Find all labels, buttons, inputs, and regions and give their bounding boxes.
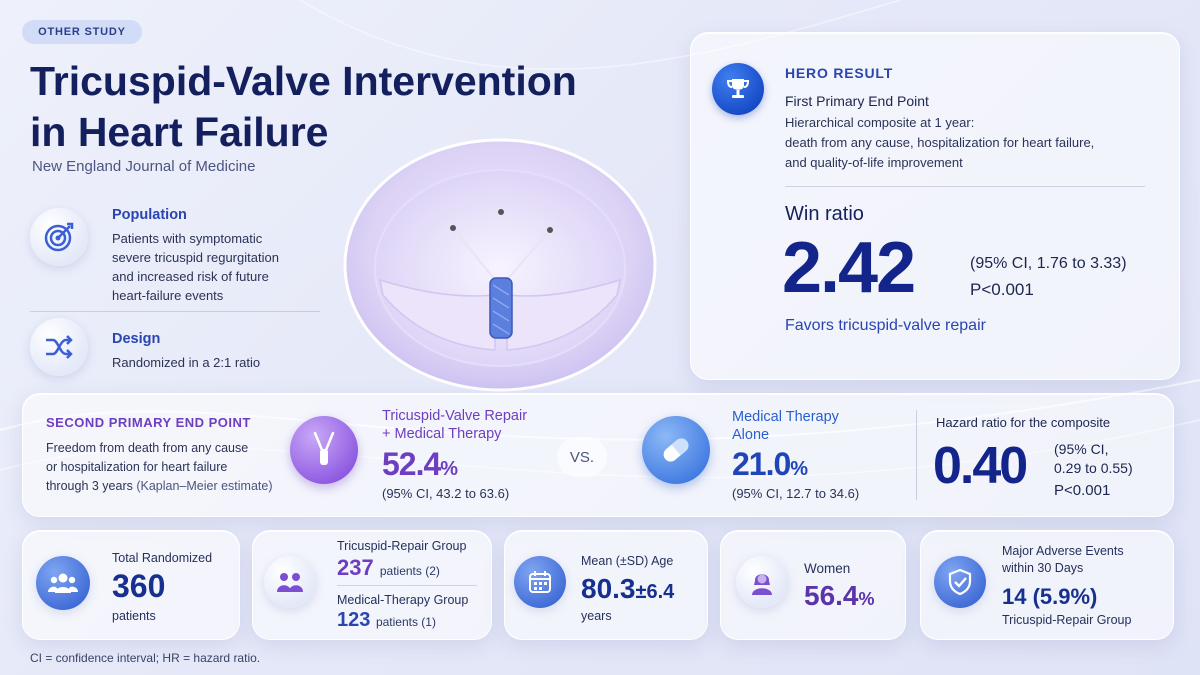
- win-ratio-p: P<0.001: [970, 280, 1034, 299]
- medical-arm-value: 21.0%: [732, 446, 808, 482]
- repair-arm-ci: (95% CI, 43.2 to 63.6): [382, 486, 510, 501]
- study-tag: OTHER STUDY: [22, 20, 142, 44]
- hero-label: HERO RESULT: [785, 65, 894, 81]
- target-icon: [30, 208, 88, 266]
- women-label: Women: [804, 561, 851, 576]
- medical-group-value: 123 patients (1): [337, 609, 436, 631]
- hr-divider: [916, 410, 917, 500]
- medical-group-label: Medical-Therapy Group: [337, 593, 469, 607]
- medical-arm-ci: (95% CI, 12.7 to 34.6): [732, 486, 860, 501]
- repair-arm-label: Tricuspid-Valve Repair + Medical Therapy: [382, 408, 528, 442]
- shuffle-icon: [30, 318, 88, 376]
- journal-name: New England Journal of Medicine: [32, 158, 256, 175]
- group-icon: [36, 556, 90, 610]
- total-randomized-unit: patients: [112, 609, 156, 623]
- repair-arm-value: 52.4%: [382, 446, 458, 482]
- hr-value: 0.40: [933, 437, 1028, 495]
- hero-endpoint: First Primary End Point: [785, 93, 929, 109]
- second-endpoint-description: Freedom from death from any cause or hos…: [46, 441, 273, 493]
- trophy-icon: [712, 63, 764, 115]
- population-description: Patients with symptomatic severe tricusp…: [112, 231, 279, 303]
- adverse-events-label: Major Adverse Events within 30 Days: [1002, 544, 1124, 575]
- medical-arm-label: Medical Therapy Alone: [732, 409, 839, 443]
- valve-illustration: [343, 138, 657, 392]
- shield-check-icon: [934, 556, 986, 608]
- design-description: Randomized in a 2:1 ratio: [112, 355, 261, 370]
- win-ratio-value: 2.42: [782, 228, 916, 308]
- age-unit: years: [581, 609, 612, 623]
- footnote: CI = confidence interval; HR = hazard ra…: [30, 651, 261, 665]
- women-value: 56.4%: [804, 580, 875, 611]
- repair-group-value: 237 patients (2): [337, 555, 440, 580]
- hr-p: P<0.001: [1054, 482, 1111, 499]
- page-title: Tricuspid-Valve Intervention in Heart Fa…: [30, 58, 577, 155]
- hero-description: Hierarchical composite at 1 year: death …: [785, 115, 1095, 170]
- repair-group-label: Tricuspid-Repair Group: [337, 539, 467, 553]
- design-title: Design: [112, 331, 161, 347]
- clip-device-icon: [290, 416, 358, 484]
- people-icon: [264, 556, 316, 608]
- age-label: Mean (±SD) Age: [581, 554, 674, 568]
- hero-divider: [785, 186, 1145, 187]
- second-endpoint-label: SECOND PRIMARY END POINT: [46, 415, 251, 430]
- win-ratio-label: Win ratio: [785, 203, 864, 225]
- section-divider: [30, 311, 320, 312]
- hr-label: Hazard ratio for the composite: [936, 415, 1111, 430]
- adverse-events-group: Tricuspid-Repair Group: [1002, 613, 1132, 627]
- total-randomized-label: Total Randomized: [112, 551, 213, 565]
- calendar-icon: [514, 556, 566, 608]
- win-ratio-ci: (95% CI, 1.76 to 3.33): [970, 255, 1127, 272]
- groups-divider: [337, 585, 477, 586]
- hero-result-card: [690, 32, 1180, 380]
- hr-ci: (95% CI, 0.29 to 0.55): [1054, 441, 1133, 476]
- woman-icon: [736, 556, 788, 608]
- adverse-events-value: 14 (5.9%): [1002, 584, 1098, 609]
- vs-label: VS.: [557, 437, 607, 477]
- pill-icon: [642, 416, 710, 484]
- groups-card: [252, 530, 492, 640]
- population-title: Population: [112, 207, 187, 223]
- total-randomized-value: 360: [112, 568, 166, 604]
- win-ratio-favors: Favors tricuspid-valve repair: [785, 317, 986, 334]
- age-value: 80.3±6.4: [581, 573, 675, 604]
